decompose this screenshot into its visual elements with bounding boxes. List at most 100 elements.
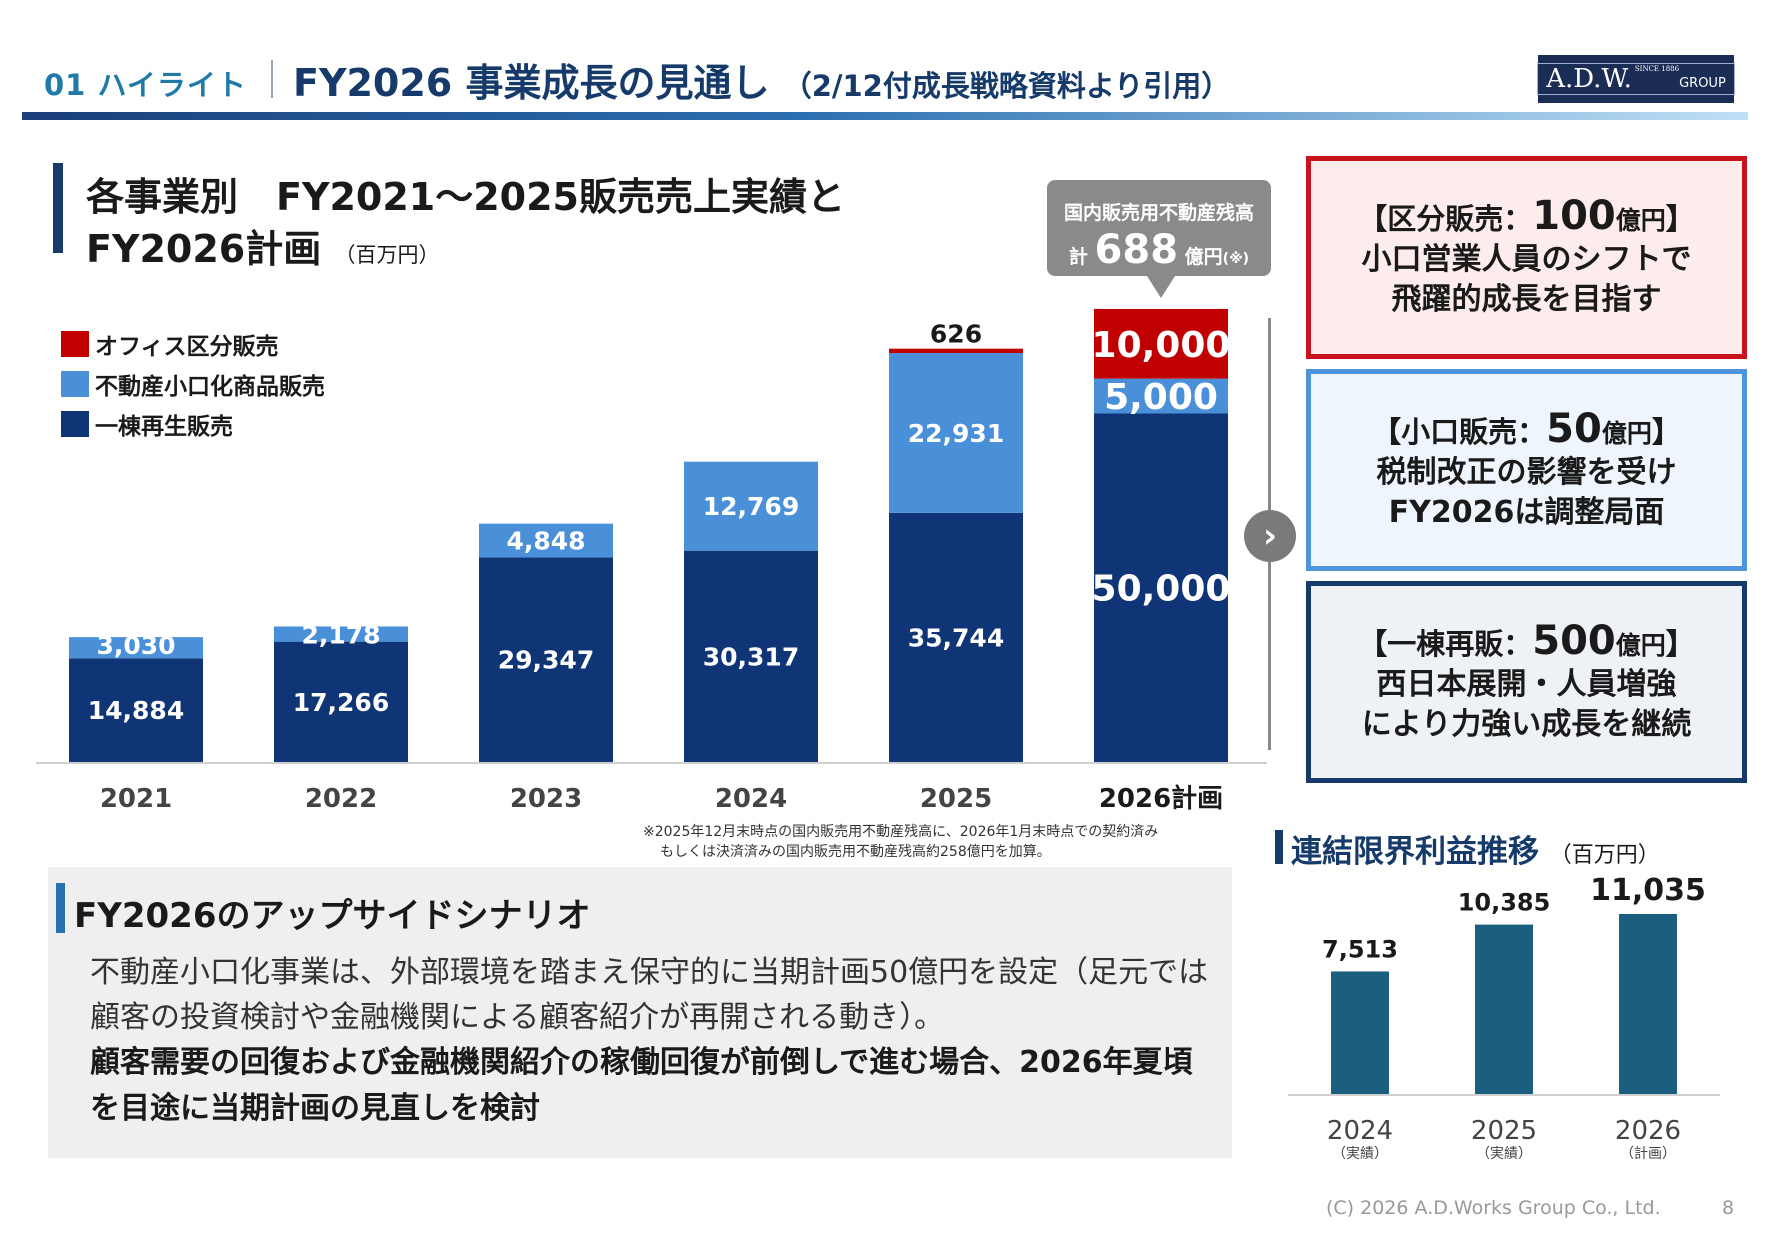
copyright: (C) 2026 A.D.Works Group Co., Ltd. (1326, 1197, 1661, 1219)
legend-swatch-fractional (61, 371, 89, 397)
bar-segment-2026計画-1 (1094, 378, 1228, 414)
bar-segment-2026計画-2 (1094, 308, 1228, 379)
callout-note: (※) (1222, 251, 1250, 267)
bar-segment-2022-1 (274, 626, 408, 642)
section-label: 01 ハイライト (44, 68, 247, 102)
bar-segment-2023-0 (479, 557, 613, 762)
target-box-office: 【区分販売：100億円】 小口営業人員のシフトで 飛躍的成長を目指す (1306, 156, 1747, 359)
header-rule (22, 112, 1748, 120)
box-line2: FY2026は調整局面 (1388, 495, 1665, 530)
callout-suffix: 億円 (1184, 246, 1223, 268)
target-box-building: 【一棟再販：500億円】 西日本展開・人員増強 により力強い成長を継続 (1306, 581, 1747, 783)
box-heading: 【区分販売：100億円】 (1311, 196, 1742, 240)
box-number: 100 (1532, 193, 1616, 239)
small-bar-2026 (1619, 914, 1677, 1094)
x-tick-label-2024: 2024 (715, 784, 787, 814)
callout-title: 国内販売用不動産残高 (1063, 202, 1254, 224)
callout-value: 688 (1094, 227, 1179, 273)
bar-segment-2022-0 (274, 641, 408, 762)
legend-label-office: オフィス区分販売 (95, 334, 279, 360)
small-chart-unit: （百万円） (1549, 843, 1660, 868)
box-line1: 税制改正の影響を受け (1376, 455, 1677, 490)
chart-title-line2-text: FY2026計画 (86, 227, 322, 271)
callout-value-line: 計 688 億円(※) (1047, 227, 1271, 273)
page-number: 8 (1722, 1197, 1735, 1219)
bar-segment-2024-0 (684, 550, 818, 762)
x-tick-label-2021: 2021 (100, 784, 172, 814)
data-label-2022-1: 2,178 (301, 620, 380, 649)
small-x-tick-note-2024: （実績） (1332, 1146, 1388, 1162)
upside-panel (48, 867, 1232, 1158)
data-label-2024-0: 30,317 (703, 642, 799, 671)
box-number: 50 (1546, 406, 1602, 452)
footnote-line2: もしくは決済済みの国内販売用不動産残高約258億円を加算。 (660, 844, 1051, 860)
bar-segment-2024-1 (684, 461, 818, 551)
box-line1: 小口営業人員のシフトで (1361, 242, 1692, 277)
data-label-2021-0: 14,884 (88, 696, 184, 725)
logo-main: A.D.W. (1546, 64, 1632, 94)
chart-footnote: ※2025年12月末時点の国内販売用不動産残高に、2026年1月末時点での契約済… (643, 822, 1158, 862)
legend-item-building: 一棟再生販売 (61, 404, 325, 444)
box-heading: 【一棟再販：500億円】 (1311, 621, 1742, 665)
box-unit: 億円 (1601, 419, 1652, 448)
chart-title-line2: FY2026計画 （百万円） (86, 218, 439, 273)
x-tick-label-2025: 2025 (920, 784, 992, 814)
bar-segment-2025-1 (889, 353, 1023, 513)
page-subtitle: （2/12付成長戦略資料より引用） (782, 69, 1231, 103)
small-chart-title: 連結限界利益推移 （百万円） (1291, 826, 1660, 871)
legend-swatch-office (61, 331, 89, 357)
box-open: 【区分販売： (1358, 202, 1533, 236)
legend-item-fractional: 不動産小口化商品販売 (61, 364, 325, 404)
page-title: FY2026 事業成長の見通し （2/12付成長戦略資料より引用） (293, 52, 1230, 107)
data-label-2026計画-1: 5,000 (1104, 377, 1218, 418)
data-label-2023-1: 4,848 (506, 527, 585, 556)
data-label-2025-0: 35,744 (908, 623, 1004, 652)
box-line2: により力強い成長を継続 (1361, 707, 1692, 742)
box-unit: 億円 (1615, 206, 1666, 235)
legend-label-building: 一棟再生販売 (95, 414, 233, 440)
inventory-callout: 国内販売用不動産残高 計 688 億円(※) (1047, 180, 1271, 298)
small-bar-2025 (1475, 924, 1533, 1094)
logo-since: SINCE 1886 (1634, 65, 1680, 73)
upside-paragraph-1: 不動産小口化事業は、外部環境を踏まえ保守的に当期計画50億円を設定（足元では顧客… (90, 955, 1209, 1035)
chart-unit: （百万円） (334, 243, 440, 267)
small-x-tick-label-2024: 2024 (1327, 1116, 1393, 1146)
chevron-right-icon: › (1244, 510, 1296, 562)
chart-legend: オフィス区分販売 不動産小口化商品販売 一棟再生販売 (61, 324, 325, 444)
box-open: 【一棟再販： (1358, 627, 1533, 661)
small-x-tick-label-2026: 2026 (1615, 1116, 1681, 1146)
upside-accent (56, 883, 65, 933)
x-tick-label-2022: 2022 (305, 784, 377, 814)
x-tick-label-2026計画: 2026計画 (1099, 783, 1223, 814)
bar-segment-2025-0 (889, 512, 1023, 762)
data-label-2026計画-0: 50,000 (1092, 569, 1231, 610)
legend-item-office: オフィス区分販売 (61, 324, 325, 364)
x-tick-label-2023: 2023 (510, 784, 582, 814)
small-data-label-2024: 7,513 (1322, 935, 1398, 963)
data-label-2023-0: 29,347 (498, 646, 594, 675)
bar-segment-2023-1 (479, 523, 613, 558)
box-unit: 億円 (1615, 631, 1666, 660)
footnote-line1: ※2025年12月末時点の国内販売用不動産残高に、2026年1月末時点での契約済… (643, 824, 1159, 840)
data-label-2024-1: 12,769 (703, 492, 799, 521)
small-x-tick-note-2025: （実績） (1476, 1146, 1532, 1162)
legend-swatch-building (61, 411, 89, 437)
chart-title-line1: 各事業別 FY2021～2025販売売上実績と (86, 175, 845, 219)
box-close: 】 (1665, 202, 1695, 236)
small-chart-title-text: 連結限界利益推移 (1291, 834, 1539, 870)
logo-group: GROUP (1679, 76, 1726, 91)
box-line2: 飛躍的成長を目指す (1391, 282, 1662, 317)
company-logo: A.D.W. SINCE 1886 GROUP (1537, 55, 1735, 103)
callout-prefix: 計 (1068, 246, 1088, 268)
small-bar-2024 (1331, 971, 1389, 1094)
small-x-tick-note-2026: （計画） (1620, 1146, 1676, 1162)
legend-label-fractional: 不動産小口化商品販売 (95, 374, 325, 400)
page-title-main: FY2026 事業成長の見通し (293, 61, 770, 105)
small-data-label-2025: 10,385 (1458, 889, 1551, 917)
data-label-2021-1: 3,030 (96, 631, 175, 660)
box-close: 】 (1665, 627, 1695, 661)
upside-title: FY2026のアップサイドシナリオ (74, 896, 591, 936)
data-label-2022-0: 17,266 (293, 688, 389, 717)
box-close: 】 (1651, 415, 1681, 449)
